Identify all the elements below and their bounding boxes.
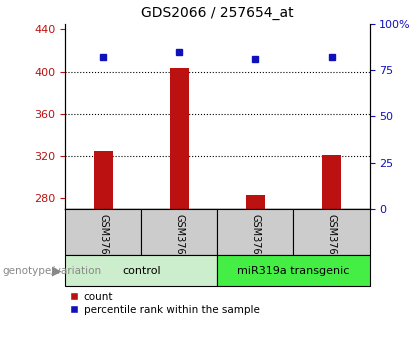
Text: control: control [122, 266, 160, 276]
Text: GSM37653: GSM37653 [250, 214, 260, 267]
Text: miR319a transgenic: miR319a transgenic [237, 266, 350, 276]
Text: genotype/variation: genotype/variation [2, 266, 101, 276]
Title: GDS2066 / 257654_at: GDS2066 / 257654_at [141, 6, 294, 20]
Text: GSM37654: GSM37654 [326, 214, 336, 267]
Bar [322, 155, 341, 209]
Legend: count, percentile rank within the sample: count, percentile rank within the sample [70, 292, 260, 315]
Text: GSM37651: GSM37651 [98, 214, 108, 267]
Bar [141, 209, 218, 255]
Bar [65, 255, 218, 286]
Bar [294, 209, 370, 255]
Bar [94, 151, 113, 209]
Bar [218, 255, 370, 286]
Bar [246, 195, 265, 209]
Text: GSM37652: GSM37652 [174, 214, 184, 267]
Bar [170, 68, 189, 209]
Bar [218, 209, 294, 255]
Text: ▶: ▶ [52, 264, 62, 277]
Bar [65, 209, 141, 255]
